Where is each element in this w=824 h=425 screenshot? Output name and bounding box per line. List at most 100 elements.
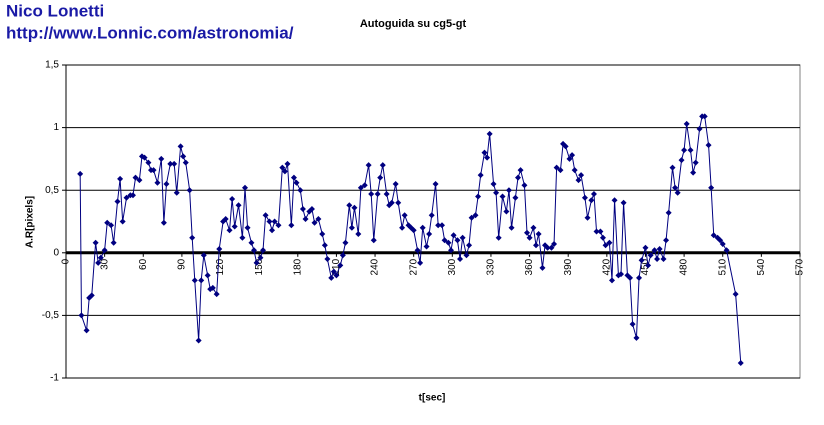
author: Nico Lonetti	[6, 1, 104, 20]
point	[457, 256, 464, 263]
point	[620, 199, 627, 206]
point	[374, 190, 381, 197]
point	[104, 219, 111, 226]
point	[154, 179, 161, 186]
point	[690, 169, 697, 176]
point	[293, 179, 300, 186]
point	[705, 142, 712, 149]
point	[377, 174, 384, 181]
point	[260, 247, 267, 254]
x-tick-label: 90	[177, 258, 188, 270]
point	[493, 189, 500, 196]
point	[370, 237, 377, 244]
point	[339, 252, 346, 259]
point	[514, 174, 521, 181]
point	[599, 234, 606, 241]
series-line	[79, 115, 742, 364]
point	[419, 224, 426, 231]
point	[78, 312, 85, 319]
point	[508, 224, 515, 231]
point	[627, 274, 634, 281]
point	[660, 256, 667, 263]
point	[499, 193, 506, 200]
point	[683, 120, 690, 127]
point	[321, 242, 328, 249]
point	[248, 239, 255, 246]
x-tick-label: 570	[795, 258, 806, 275]
y-tick-label: 0	[53, 247, 59, 258]
point	[597, 228, 604, 235]
point	[319, 231, 326, 238]
point	[553, 164, 560, 171]
point	[633, 334, 640, 341]
point	[388, 199, 395, 206]
point	[351, 204, 358, 211]
point	[346, 202, 353, 209]
x-tick-label: 390	[563, 258, 574, 275]
point	[719, 241, 726, 248]
point	[448, 247, 455, 254]
point	[618, 271, 625, 278]
point	[701, 113, 708, 120]
point	[651, 247, 658, 254]
point	[271, 218, 278, 225]
x-tick-label: 0	[61, 258, 72, 264]
point	[337, 262, 344, 269]
point	[590, 190, 597, 197]
plot-area	[65, 64, 801, 379]
point	[468, 214, 475, 221]
point	[466, 242, 473, 249]
point	[569, 152, 576, 159]
point	[145, 159, 152, 166]
point	[92, 239, 99, 246]
x-tick-label: 330	[486, 258, 497, 275]
point	[167, 160, 174, 167]
point	[472, 212, 479, 219]
point	[490, 180, 497, 187]
point	[117, 175, 124, 182]
point	[512, 194, 519, 201]
point	[423, 243, 430, 250]
point	[163, 180, 170, 187]
point	[209, 284, 216, 291]
point	[593, 228, 600, 235]
point	[101, 247, 108, 254]
point	[132, 174, 139, 181]
point	[441, 237, 448, 244]
point	[663, 237, 670, 244]
point	[180, 153, 187, 160]
point	[401, 212, 408, 219]
y-tick-label: -0,5	[42, 310, 60, 321]
point	[454, 237, 461, 244]
point	[315, 215, 322, 222]
point	[392, 180, 399, 187]
point	[141, 154, 148, 161]
point	[158, 155, 165, 162]
point	[551, 241, 558, 248]
point	[602, 242, 609, 249]
point	[732, 291, 739, 298]
point	[119, 218, 126, 225]
y-tick-label: -1	[50, 373, 59, 384]
point	[636, 274, 643, 281]
point	[445, 239, 452, 246]
point	[239, 234, 246, 241]
point	[548, 244, 555, 251]
x-axis-label: t[sec]	[419, 393, 446, 404]
point	[129, 192, 136, 199]
point	[654, 256, 661, 263]
point	[150, 167, 157, 174]
point	[710, 232, 717, 239]
point	[737, 359, 744, 366]
point	[235, 202, 242, 209]
point	[672, 184, 679, 191]
point	[638, 257, 645, 264]
point	[503, 208, 510, 215]
point	[399, 224, 406, 231]
point	[136, 177, 143, 184]
y-tick-label: 0,5	[45, 185, 59, 196]
point	[435, 222, 442, 229]
point	[284, 160, 291, 167]
point	[432, 180, 439, 187]
point	[629, 321, 636, 328]
